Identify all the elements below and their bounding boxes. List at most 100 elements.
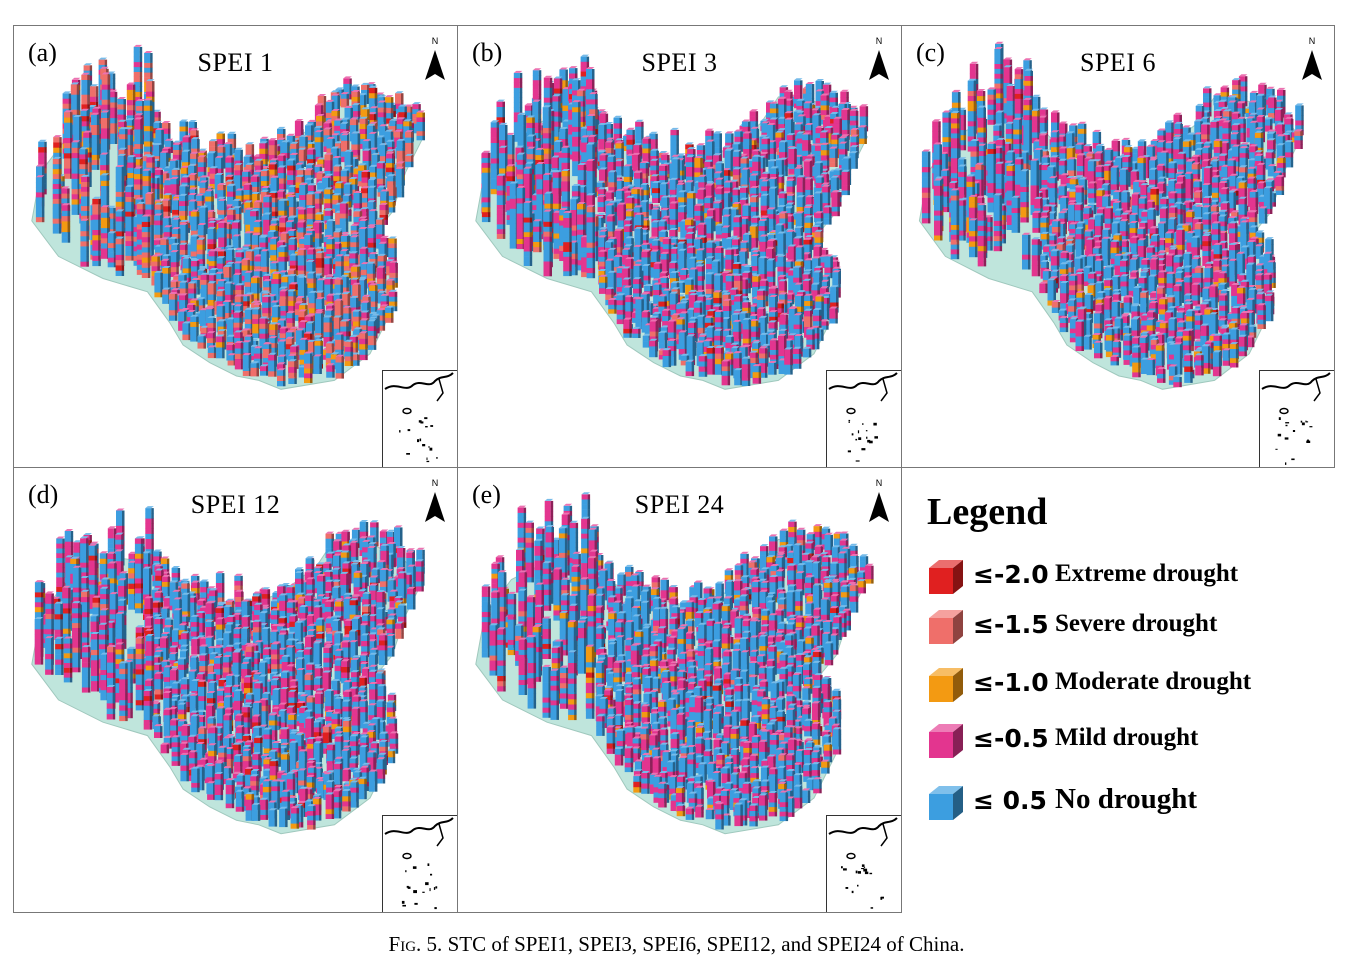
station-column [1264,117,1273,132]
station-column [232,234,241,249]
station-column [341,659,350,684]
panel-spei3: (b) SPEI 3 N [457,25,902,468]
station-column [287,195,296,222]
station-column [197,334,206,349]
legend-label: No drought [1055,783,1197,816]
station-column [235,789,245,812]
station-column [934,178,943,241]
station-column [641,771,650,794]
station-column [633,774,642,793]
station-column [376,161,386,189]
station-column [1048,176,1058,208]
station-column [542,616,551,659]
station-column [279,289,289,321]
station-column [1258,206,1268,224]
station-column [218,220,227,252]
legend-value: ≤-1.0 [973,668,1049,697]
figure: (a) SPEI 1 N (b) SPEI 3 N (c) SPEI 6 N (… [13,25,1335,913]
station-columns [921,41,1304,388]
station-column [90,112,100,170]
station-column [831,190,840,217]
station-column [386,200,396,213]
station-column [788,519,797,548]
station-column [143,689,153,730]
station-column [279,806,288,828]
station-column [92,196,101,267]
station-column [1219,293,1228,321]
station-column [1195,353,1204,376]
station-column [813,777,822,794]
station-column [1120,274,1130,297]
cube-icon [929,610,963,644]
station-column [640,726,649,756]
legend-item-moderate: ≤-1.0 Moderate drought [925,664,1255,706]
station-column [251,802,261,821]
station-columns [34,506,425,830]
station-column [578,620,587,674]
station-column [969,218,978,258]
station-column [823,205,832,225]
station-column [698,354,708,377]
legend-value: ≤-0.5 [973,724,1049,753]
station-column [865,563,874,584]
station-column [561,169,570,212]
station-column [849,583,859,613]
station-column [1157,367,1166,383]
station-column [91,632,100,692]
station-column [1146,357,1156,376]
station-column [563,210,572,277]
station-column [779,790,789,822]
legend-label: Extreme drought [1055,560,1238,588]
station-column [1238,334,1247,357]
south-china-sea-inset [382,815,457,912]
station-column [242,353,252,377]
station-column [1184,171,1194,204]
station-column [802,686,811,700]
station-column [350,780,359,808]
station-column [395,166,405,198]
station-column [1103,296,1113,321]
station-column [1067,157,1077,177]
legend-item-mild: ≤-0.5 Mild drought [925,720,1255,762]
station-column [523,200,533,266]
station-column [63,636,73,683]
station-column [313,641,322,669]
station-column [250,361,259,377]
station-column [170,250,179,277]
legend-value: ≤-2.0 [973,560,1049,589]
station-column [297,248,307,276]
station-column [987,87,996,125]
station-column [1202,234,1211,266]
south-china-sea-inset [382,370,457,467]
station-column [154,213,163,240]
station-column [721,359,731,386]
station-column [216,334,225,359]
station-column [1020,169,1029,223]
station-column [225,155,234,178]
station-column [586,204,596,279]
station-column [1191,282,1201,306]
panel-letter: (a) [28,38,57,68]
station-column [367,319,377,350]
south-china-sea-inset [826,815,901,912]
station-column [1088,181,1097,203]
station-column [1022,232,1031,270]
station-column [1075,319,1084,351]
station-column [395,621,404,639]
station-column [596,714,605,736]
station-column [527,635,537,709]
station-column [496,173,506,239]
station-column [662,348,672,368]
station-column [259,797,269,820]
station-column [857,579,866,594]
station-column [344,339,354,366]
station-column [624,746,634,773]
station-column [106,685,116,720]
station-column [559,665,569,709]
legend-item-none: ≤ 0.5 No drought [925,782,1255,824]
station-column [1031,108,1040,144]
station-column [606,725,616,754]
station-column [314,130,324,162]
station-column [669,201,678,231]
station-column [823,742,833,763]
